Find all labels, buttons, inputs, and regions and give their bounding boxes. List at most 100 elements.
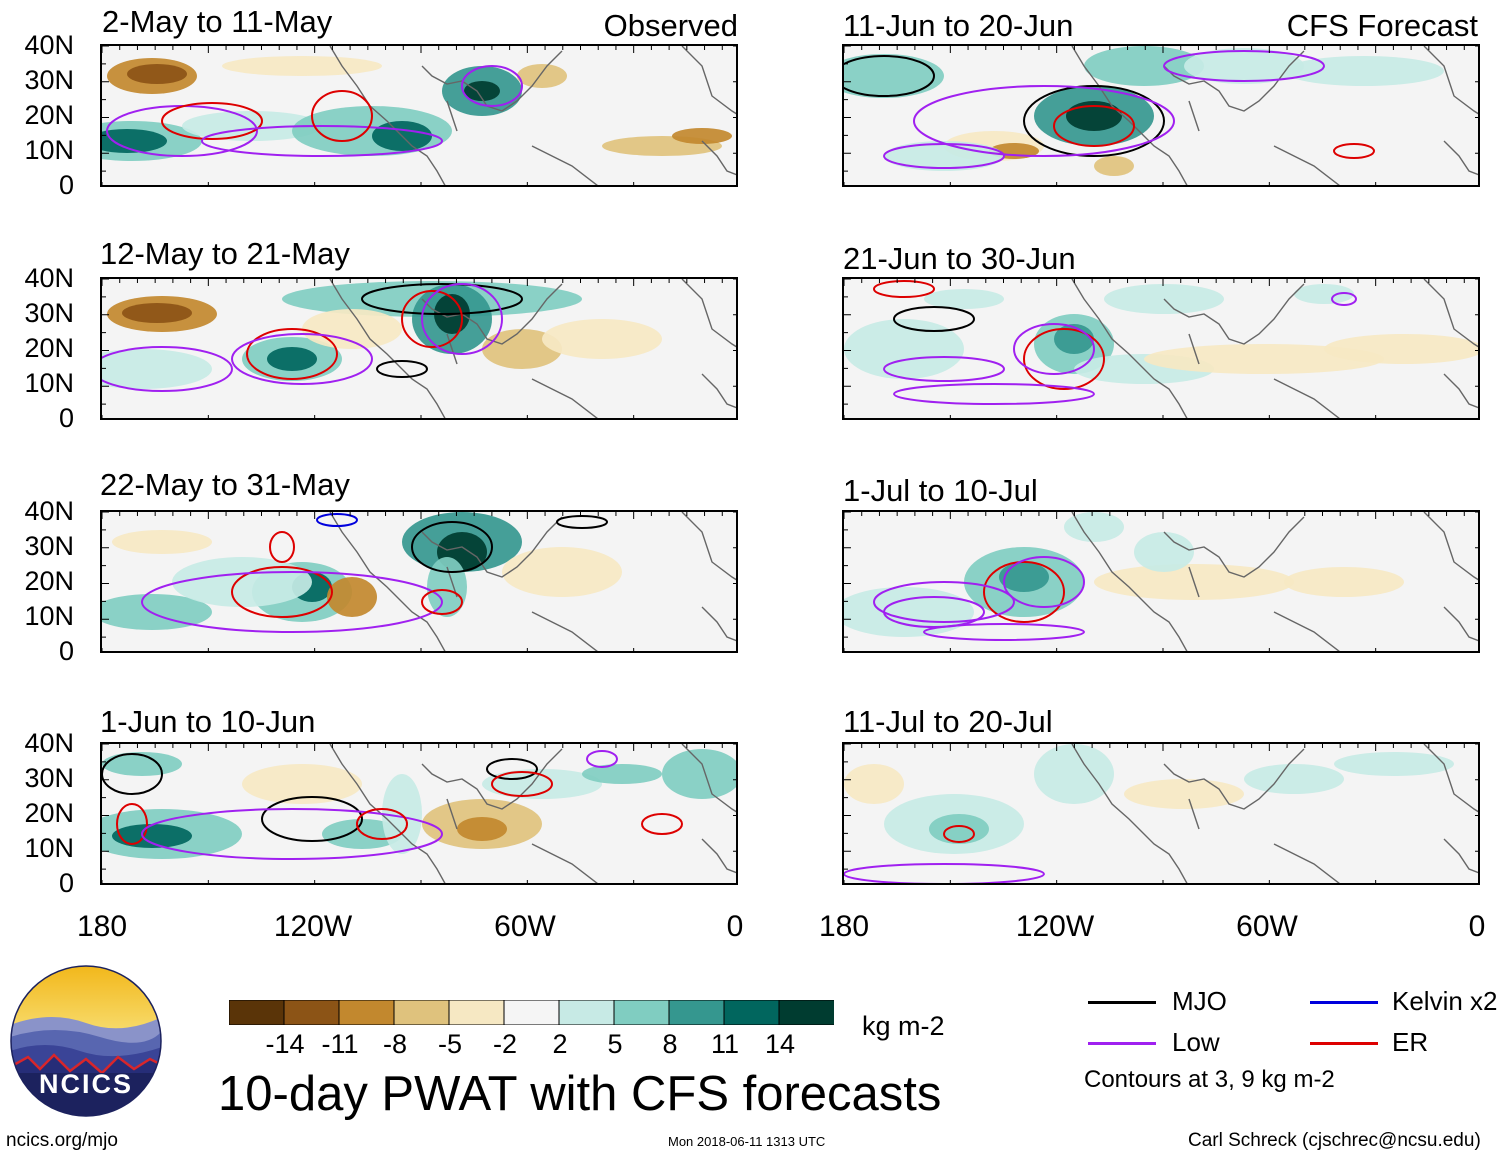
lat-label-40n: 40N [24, 263, 74, 293]
pwat-anomaly-area [1294, 284, 1354, 304]
legend-contours-note: Contours at 3, 9 kg m-2 [1084, 1066, 1335, 1093]
colorbar-label: -8 [382, 1029, 407, 1059]
contour-low [1013, 323, 1095, 375]
colorbar-label: -5 [437, 1029, 462, 1059]
contour-low [883, 143, 1005, 169]
map-panel-fcst-4-field [844, 744, 1478, 883]
pwat-anomaly-area [1324, 334, 1478, 364]
panel-title-fcst-2: 21-Jun to 30-Jun [843, 241, 1076, 276]
pwat-anomaly-area [1094, 156, 1134, 176]
colorbar-swatch [778, 1000, 834, 1025]
colorbar-swatch [558, 1000, 615, 1025]
coastline [1071, 279, 1188, 418]
pwat-anomaly-area [127, 64, 187, 84]
ncics-logo-text: NCICS [38, 1069, 133, 1099]
legend-line-er [1310, 1042, 1378, 1045]
pwat-anomaly-area [1244, 764, 1344, 794]
coastline [531, 145, 598, 185]
pwat-anomaly-area [464, 81, 500, 101]
coastline [701, 373, 736, 409]
contour-mjo [361, 283, 523, 315]
pwat-anomaly-area [517, 64, 567, 88]
contour-mjo [844, 55, 935, 97]
pwat-anomaly-area [844, 54, 944, 98]
map-panel-fcst-3-field [844, 512, 1478, 651]
lon-label-120w: 120W [1015, 910, 1095, 943]
contour-er [116, 803, 148, 845]
forecast-label: CFS Forecast [1286, 8, 1478, 43]
map-panel-fcst-4 [842, 742, 1480, 885]
colorbar-label: -11 [321, 1029, 359, 1059]
lat-label-20n: 20N [24, 100, 74, 130]
contour-er [401, 290, 463, 348]
lat-label-20n: 20N [24, 333, 74, 363]
contour-low [586, 750, 618, 768]
lat-label-30n: 30N [24, 763, 74, 793]
map-panel-obs-4 [100, 742, 738, 885]
coastline [329, 744, 446, 883]
pwat-anomaly-area [1144, 344, 1384, 374]
lat-label-10n: 10N [24, 601, 74, 631]
pwat-anomaly-area [1184, 48, 1304, 84]
coastline [446, 798, 458, 830]
coastline [1423, 279, 1478, 348]
contour-er [1023, 328, 1105, 390]
colorbar-swatch [448, 1000, 505, 1025]
contour-low [201, 125, 443, 157]
coastline [1423, 46, 1478, 115]
footer-timestamp: Mon 2018-06-11 1313 UTC [668, 1134, 826, 1149]
pwat-anomaly-area [999, 562, 1049, 592]
panel-title-obs-1: 2-May to 11-May [102, 4, 333, 39]
lat-label-20n: 20N [24, 798, 74, 828]
coastline [531, 843, 598, 883]
colorbar-label: 11 [710, 1029, 740, 1059]
lon-label-0: 0 [1468, 910, 1486, 943]
contour-low [1331, 292, 1357, 306]
legend-line-low [1088, 1042, 1156, 1045]
lat-label-20n: 20N [24, 566, 74, 596]
coastline [1443, 838, 1478, 874]
lat-label-0: 0 [58, 403, 74, 433]
map-panel-fcst-2 [842, 277, 1480, 420]
contour-low [102, 346, 233, 392]
contour-mjo [1023, 85, 1165, 157]
lon-label-180: 180 [818, 910, 870, 943]
pwat-anomaly-area [884, 141, 1004, 171]
main-title: 10-day PWAT with CFS forecasts [218, 1067, 942, 1121]
map-panel-obs-4-field [102, 744, 736, 883]
pwat-anomaly-area [102, 129, 167, 153]
contour-mjo [261, 796, 363, 842]
colorbar-units: kg m-2 [862, 1011, 945, 1041]
pwat-anomaly-area [662, 749, 736, 799]
lon-label-0: 0 [726, 910, 744, 943]
colorbar-label: 2 [552, 1029, 568, 1059]
map-panel-obs-3 [100, 510, 738, 653]
colorbar-label: -14 [265, 1029, 305, 1059]
panel-title-obs-3: 22-May to 31-May [100, 467, 350, 502]
pwat-anomaly-area [427, 557, 467, 617]
coastline [1071, 744, 1188, 883]
contour-er [943, 825, 975, 843]
colorbar-label: -2 [492, 1029, 517, 1059]
contour-low [141, 808, 443, 860]
footer-credit: Carl Schreck (cjschrec@ncsu.edu) [1188, 1130, 1481, 1151]
contour-er [421, 589, 463, 615]
coastline [701, 838, 736, 874]
pwat-anomaly-area [457, 817, 507, 841]
colorbar-swatch [503, 1000, 560, 1025]
contour-low [893, 383, 1095, 405]
pwat-anomaly-area [222, 56, 382, 76]
pwat-anomaly-area [582, 764, 662, 784]
coastline [1423, 744, 1478, 813]
pwat-anomaly-area [267, 347, 317, 371]
pwat-anomaly-area [1334, 752, 1454, 776]
colorbar-label: 5 [607, 1029, 623, 1059]
contour-er [356, 808, 408, 840]
contour-low [1003, 556, 1085, 608]
pwat-anomaly-area [102, 594, 212, 630]
map-panel-obs-2 [100, 277, 738, 420]
legend-label-kelvin: Kelvin x2 [1392, 986, 1498, 1016]
contour-er [231, 566, 333, 618]
contour-low [883, 356, 1005, 382]
pwat-anomaly-area [112, 824, 192, 848]
